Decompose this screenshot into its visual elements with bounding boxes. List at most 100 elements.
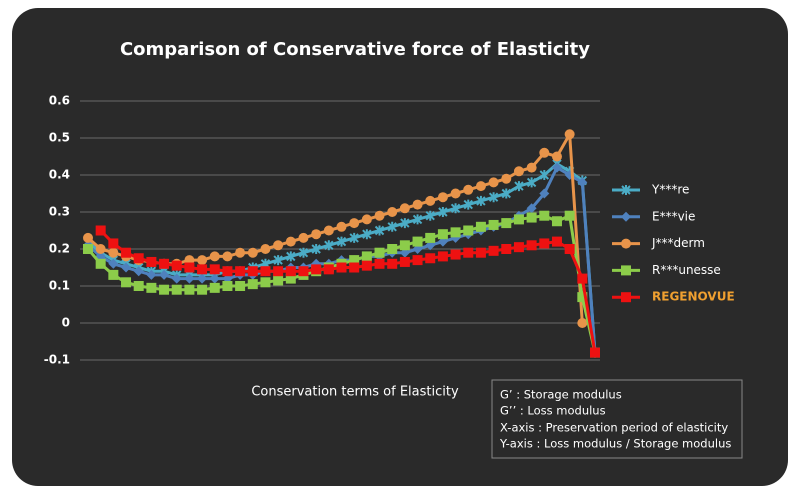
data-point: [121, 262, 132, 273]
data-point: [488, 245, 499, 256]
chart-title: Comparison of Conservative force of Elas…: [120, 39, 590, 60]
data-point: [526, 240, 537, 251]
data-point: [286, 251, 296, 262]
data-point: [526, 212, 537, 223]
data-point: [577, 273, 588, 284]
data-point: [488, 177, 499, 188]
data-point: [133, 266, 144, 277]
data-point: [108, 258, 119, 269]
data-point: [412, 199, 423, 210]
data-point: [374, 225, 385, 236]
data-point: [501, 244, 512, 254]
data-point: [184, 273, 195, 284]
data-point: [399, 240, 410, 251]
data-point: [539, 147, 550, 158]
data-point: [374, 258, 385, 269]
data-point: [374, 247, 385, 258]
data-point: [121, 247, 132, 258]
data-point: [95, 225, 106, 236]
y-tick-label: 0.2: [49, 242, 70, 256]
data-point: [222, 251, 233, 262]
data-point: [171, 273, 182, 284]
data-point: [311, 264, 322, 275]
data-point: [526, 203, 537, 214]
data-point: [513, 166, 524, 177]
data-point: [590, 347, 600, 358]
data-point: [197, 273, 208, 284]
data-point: [412, 236, 423, 247]
data-point: [387, 258, 398, 269]
data-point: [133, 253, 144, 264]
data-point: [501, 218, 512, 229]
data-point: [235, 281, 246, 291]
data-point: [159, 284, 170, 295]
legend-marker: [621, 238, 631, 249]
data-point: [184, 262, 195, 273]
data-point: [475, 181, 486, 192]
data-point: [539, 238, 550, 249]
data-point: [450, 227, 461, 238]
data-point: [209, 264, 220, 275]
data-point: [273, 240, 284, 251]
y-tick-label: -0.1: [44, 353, 70, 367]
data-point: [285, 273, 296, 284]
series-line: [99, 229, 597, 353]
note: Y-axis : Loss modulus / Storage modulus: [499, 437, 731, 451]
y-tick-label: 0.3: [49, 205, 70, 219]
data-point: [285, 236, 296, 247]
y-tick-label: 0.1: [49, 279, 70, 293]
data-point: [387, 207, 398, 217]
data-point: [450, 249, 461, 260]
data-point: [361, 251, 372, 262]
data-point: [197, 264, 208, 275]
data-point: [513, 242, 524, 253]
legend-label: J***derm: [651, 236, 705, 250]
data-point: [235, 247, 246, 258]
data-point: [247, 266, 258, 277]
data-point: [450, 203, 461, 214]
data-point: [425, 232, 436, 243]
data-point: [349, 232, 359, 243]
legend-label: Y***re: [651, 183, 689, 197]
data-point: [514, 181, 524, 192]
data-point: [349, 255, 360, 266]
data-point: [95, 244, 106, 254]
note: G’’ : Loss modulus: [500, 404, 606, 418]
data-point: [247, 247, 258, 258]
data-point: [83, 244, 93, 254]
data-point: [222, 281, 233, 291]
data-point: [488, 192, 499, 203]
data-point: [260, 277, 271, 288]
data-point: [374, 210, 385, 221]
data-point: [146, 269, 157, 280]
data-point: [324, 240, 334, 251]
data-point: [197, 284, 208, 295]
data-point: [197, 255, 208, 266]
legend-marker: [621, 211, 631, 222]
data-point: [121, 277, 132, 288]
note: G’ : Storage modulus: [500, 388, 622, 402]
data-point: [311, 244, 321, 254]
data-point: [463, 184, 474, 195]
data-point: [438, 207, 448, 217]
data-point: [539, 188, 550, 199]
data-point: [184, 284, 195, 295]
data-point: [463, 199, 473, 210]
data-point: [108, 247, 119, 258]
notes-box: [491, 379, 743, 459]
data-point: [526, 162, 537, 173]
data-point: [273, 275, 284, 286]
data-point: [209, 273, 220, 284]
data-point: [551, 151, 562, 162]
data-point: [349, 218, 360, 229]
data-point: [285, 266, 296, 277]
data-point: [501, 188, 511, 199]
data-point: [412, 255, 423, 266]
data-point: [437, 229, 448, 240]
data-point: [222, 266, 233, 277]
data-point: [564, 244, 575, 254]
data-point: [95, 258, 106, 269]
data-point: [425, 253, 436, 264]
data-point: [209, 282, 220, 293]
